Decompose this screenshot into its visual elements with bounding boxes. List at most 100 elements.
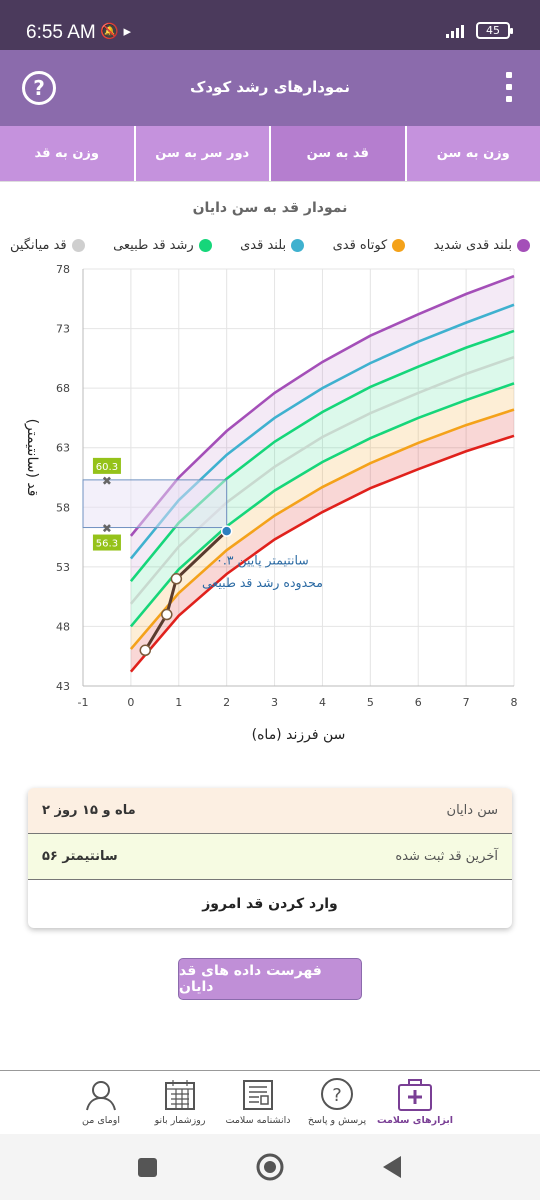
legend-item[interactable]: بلند قدی	[240, 238, 305, 253]
newspaper-icon	[243, 1080, 273, 1110]
legend-item[interactable]: بلند قدی شدید	[434, 238, 530, 253]
y-tick-label: 63	[56, 442, 70, 455]
y-tick-label: 48	[56, 620, 70, 633]
x-tick-label: 6	[415, 696, 422, 709]
mute-icon: 🔕 ▸	[100, 22, 131, 40]
age-value: ۲ ماه و ۱۵ روز	[42, 803, 136, 818]
x-tick-label: 0	[127, 696, 134, 709]
y-tick-label: 68	[56, 382, 70, 395]
status-bar: 6:55 AM 🔕 ▸ 45	[0, 0, 540, 50]
signal-icon	[446, 24, 464, 38]
help-icon[interactable]: ?	[22, 71, 56, 105]
x-tick-label: 2	[223, 696, 230, 709]
y-tick-label: 73	[56, 323, 70, 336]
nav-label: ابزارهای سلامت	[376, 1115, 454, 1126]
bottom-nav: ابزارهای سلامت ? پرسش و پاسخ دانشنامه سل…	[0, 1070, 540, 1134]
range-top-badge	[92, 457, 121, 474]
info-card: ۲ ماه و ۱۵ روز سن دایان ۵۶ سانتیمتر آخری…	[28, 788, 512, 928]
tab-weight-for-age[interactable]: وزن به سن	[404, 126, 540, 181]
nav-health-tools[interactable]: ابزارهای سلامت	[370, 1077, 460, 1126]
percentile-line-p1	[129, 434, 515, 673]
status-right: 45	[446, 22, 513, 39]
x-tick-label: 3	[271, 696, 278, 709]
x-tick-label: -1	[78, 696, 89, 709]
chart-legend: بلند قدی شدید کوتاه قدی بلند قدی رشد قد …	[10, 238, 530, 253]
legend-dot	[71, 239, 85, 252]
chart-title: نمودار قد به سن دایان	[192, 200, 348, 216]
legend-item[interactable]: کوتاه قدی	[333, 238, 406, 253]
y-tick-label: 78	[56, 263, 70, 276]
height-for-age-chart: -1 0 1 2 3 4 5 6 7 84348535863687378✖✖60.356.3۰.۳…	[24, 263, 518, 743]
nav-profile[interactable]: اومای من	[56, 1077, 146, 1126]
last-height-label: آخرین قد ثبت شده	[395, 849, 498, 864]
enter-height-button[interactable]: وارد کردن قد امروز	[202, 896, 338, 912]
legend-label: قد میانگین	[10, 238, 67, 253]
y-tick-label: 43	[56, 680, 70, 693]
child-height-point[interactable]	[161, 608, 173, 621]
child-current-point[interactable]	[220, 525, 233, 537]
legend-label: کوتاه قدی	[332, 238, 388, 253]
x-tick-label: 5	[367, 696, 374, 709]
x-tick-label: 7	[463, 696, 470, 709]
nav-label: دانشنامه سلامت	[225, 1115, 291, 1126]
legend-dot	[291, 239, 305, 252]
nav-label: روزشمار بانو	[154, 1115, 206, 1126]
range-top-marker: ✖	[102, 474, 112, 488]
legend-item[interactable]: رشد قد طبیعی	[113, 238, 212, 253]
child-height-point[interactable]	[139, 644, 152, 657]
band-very-tall	[130, 276, 514, 582]
legend-label: رشد قد طبیعی	[113, 238, 194, 253]
age-label: سن دایان	[446, 803, 498, 818]
calendar-icon	[165, 1080, 195, 1110]
home-icon[interactable]	[256, 1153, 284, 1181]
y-axis-label: قد (سانتیمتر)	[24, 419, 40, 497]
battery-icon: 45	[476, 22, 513, 39]
annotation-line-2: محدوده رشد قد طبیعی	[202, 575, 323, 591]
range-bottom-marker: ✖	[102, 522, 112, 536]
child-height-line	[143, 530, 228, 652]
app-bar: ? نمودارهای رشد کودک	[0, 50, 540, 126]
more-menu-icon[interactable]	[504, 72, 514, 106]
legend-item[interactable]: قد میانگین	[10, 238, 85, 253]
status-time: 6:55 AM	[26, 22, 96, 43]
range-bottom-badge	[92, 534, 121, 551]
band-very-short	[130, 409, 514, 672]
last-height-row: ۵۶ سانتیمتر آخرین قد ثبت شده	[28, 834, 512, 880]
tab-weight-for-height[interactable]: وزن به قد	[34, 146, 100, 161]
tab-height-for-age[interactable]: قد به سن	[269, 126, 405, 181]
page-title: نمودارهای رشد کودک	[189, 78, 351, 96]
y-tick-label: 53	[56, 561, 70, 574]
nav-encyclopedia[interactable]: دانشنامه سلامت	[213, 1077, 303, 1126]
last-height-value: ۵۶ سانتیمتر	[42, 849, 118, 864]
recents-icon[interactable]	[138, 1158, 157, 1177]
legend-label: بلند قدی	[240, 238, 287, 253]
band-normal	[130, 330, 514, 627]
annotation-line-1: ۰.۳ سانتیمتر پایین	[216, 552, 309, 568]
range-bottom-label: 56.3	[96, 539, 118, 550]
percentile-line-p5	[129, 408, 515, 650]
range-top-label: 60.3	[96, 462, 118, 473]
legend-dot	[198, 239, 212, 252]
legend-dot	[392, 239, 406, 252]
tab-head-circumference[interactable]: دور سر به سن	[133, 126, 270, 181]
range-box	[82, 479, 228, 529]
nav-label: پرسش و پاسخ	[307, 1115, 367, 1126]
svg-text:?: ?	[332, 1085, 342, 1106]
x-tick-label: 1	[175, 696, 182, 709]
legend-label: بلند قدی شدید	[433, 238, 512, 253]
percentile-line-p50	[129, 355, 515, 605]
nav-q-and-a[interactable]: ? پرسش و پاسخ	[292, 1077, 382, 1126]
child-height-point[interactable]	[170, 573, 183, 585]
tab-bar: وزن به قد دور سر به سن قد به سن وزن به س…	[0, 126, 540, 182]
question-bubble-icon: ?	[321, 1078, 353, 1110]
legend-dot	[516, 239, 530, 252]
percentile-line-p15	[129, 382, 515, 628]
system-nav-bar	[0, 1134, 540, 1200]
y-tick-label: 58	[56, 501, 70, 514]
percentile-line-p99	[129, 274, 515, 537]
height-list-button[interactable]: فهرست داده های قد دایان	[178, 958, 362, 1000]
nav-calendar[interactable]: روزشمار بانو	[135, 1077, 225, 1126]
nav-label: اومای من	[82, 1115, 120, 1126]
back-icon[interactable]	[383, 1156, 401, 1178]
medkit-icon	[398, 1079, 432, 1111]
